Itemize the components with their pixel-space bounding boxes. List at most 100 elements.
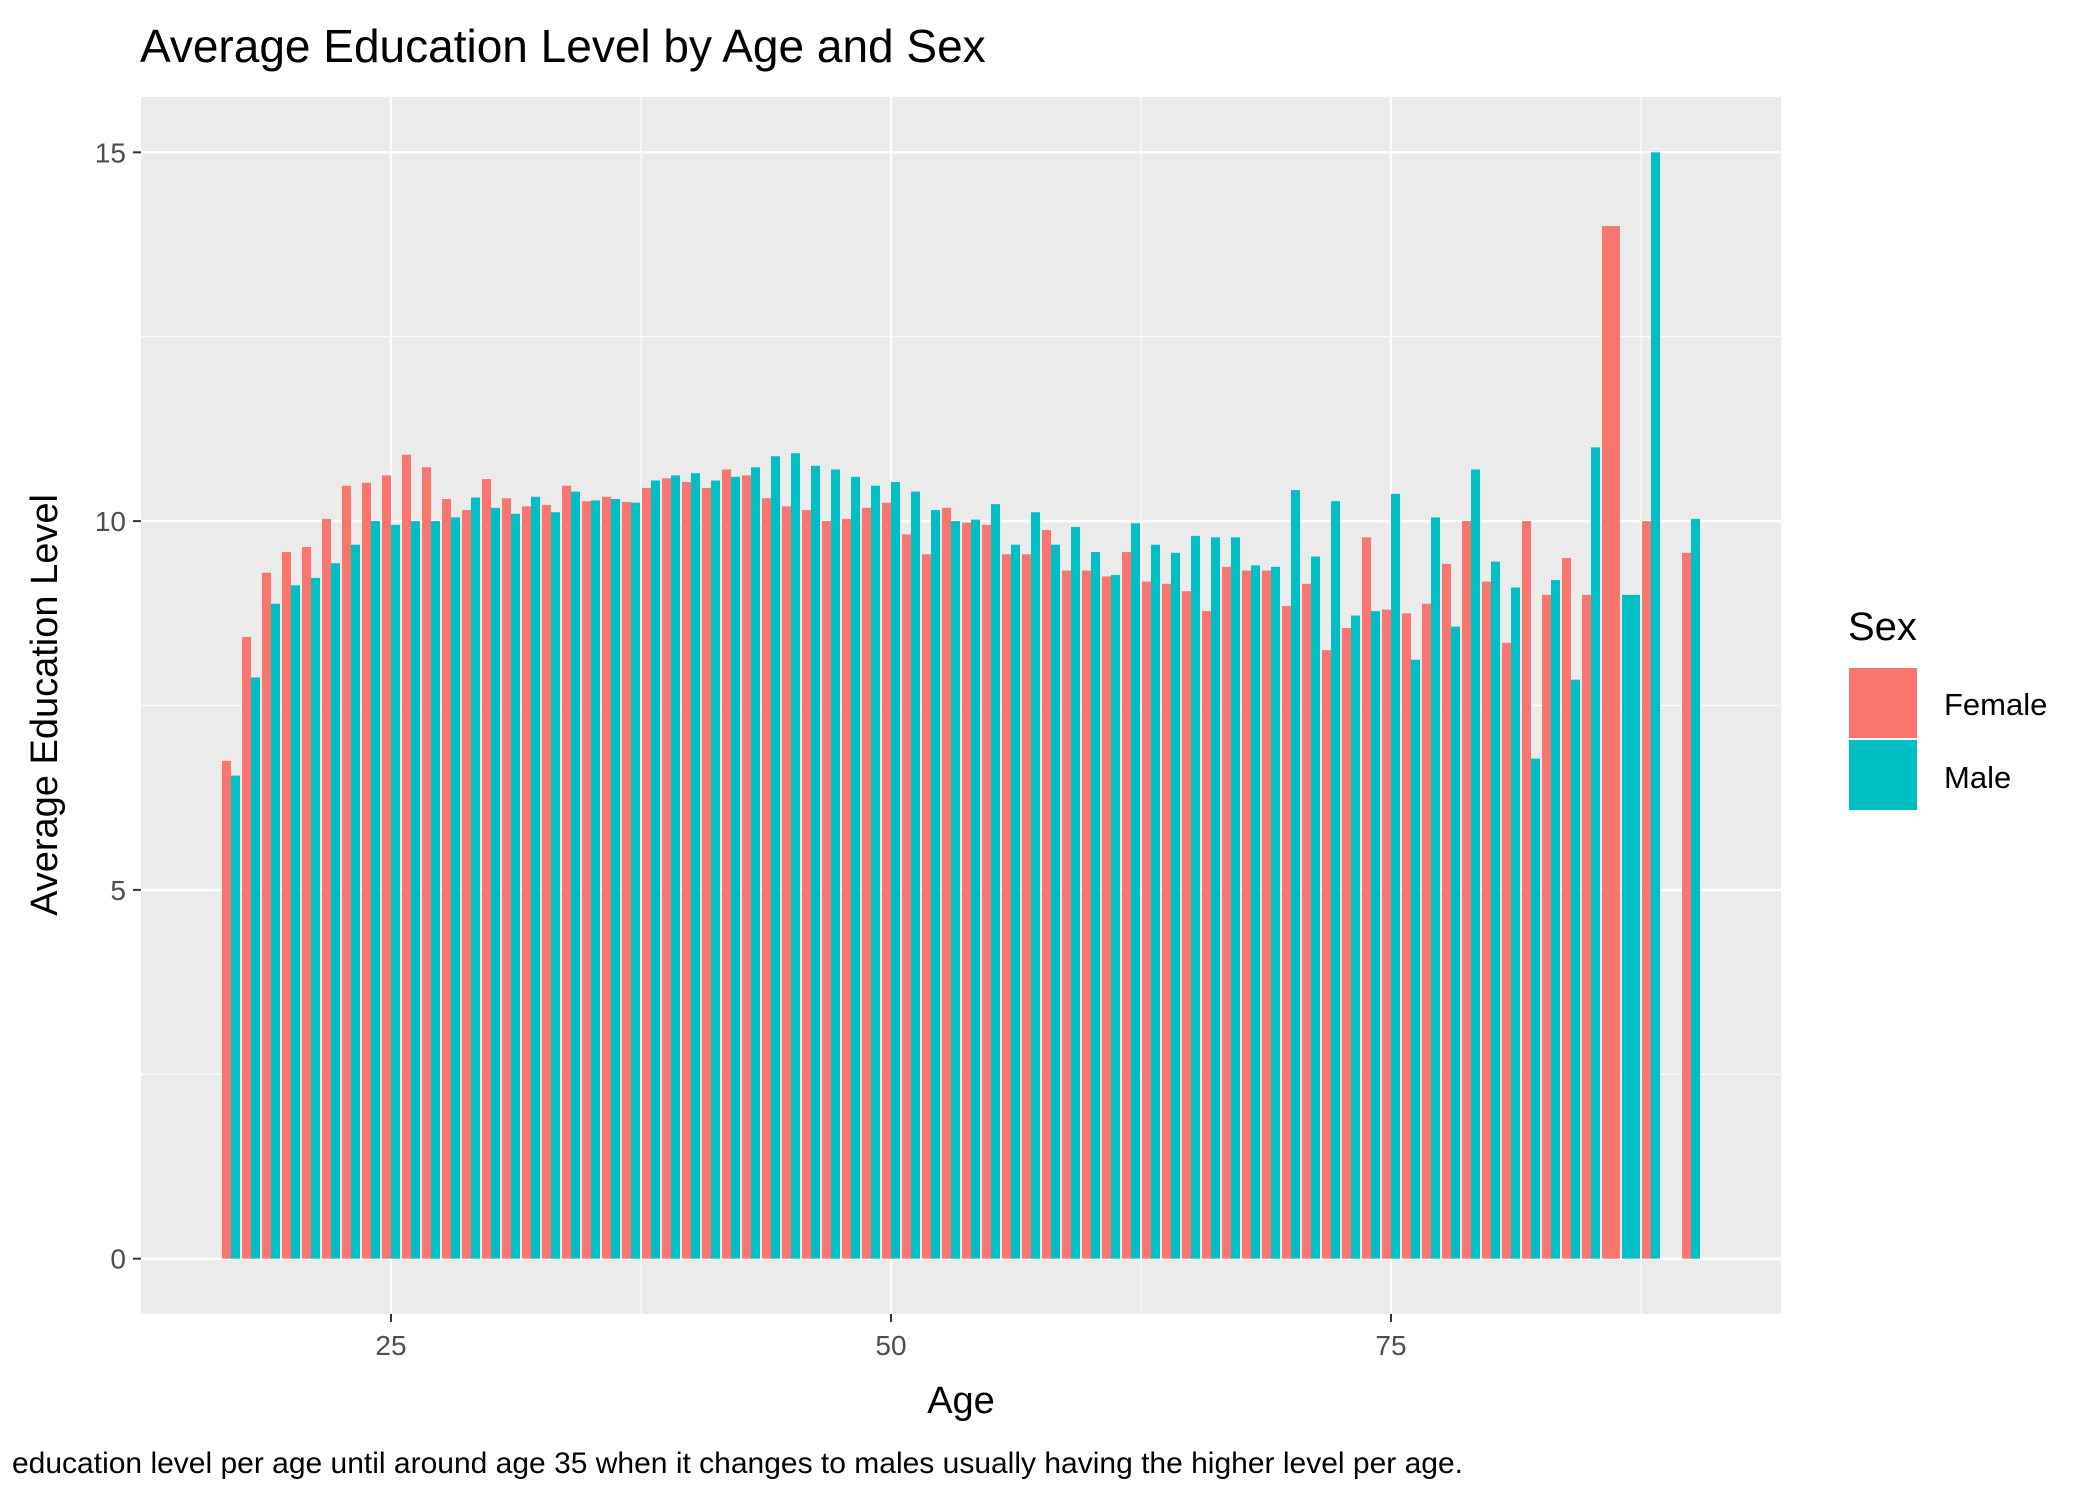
bar-male-age-87 [1622, 594, 1640, 1259]
bar-male-age-52 [931, 510, 940, 1259]
bar-male-age-35 [591, 500, 600, 1259]
bar-male-age-68 [1251, 565, 1260, 1259]
bar-female-age-78 [1442, 563, 1451, 1259]
bar-male-age-18 [251, 677, 260, 1259]
bar-female-age-47 [822, 521, 831, 1259]
bar-male-age-43 [751, 467, 760, 1259]
bar-male-age-66 [1211, 537, 1220, 1259]
bar-female-age-72 [1322, 650, 1331, 1259]
bar-female-age-66 [1202, 611, 1211, 1259]
bar-female-age-43 [742, 475, 751, 1259]
bar-female-age-84 [1562, 557, 1571, 1259]
bar-female-age-40 [682, 482, 691, 1259]
legend-title: Sex [1848, 605, 1917, 649]
bar-male-age-79 [1471, 469, 1480, 1259]
bar-female-age-19 [262, 572, 271, 1259]
bar-female-age-44 [762, 498, 771, 1259]
bar-male-age-39 [671, 475, 680, 1259]
bar-female-age-21 [302, 546, 311, 1259]
bar-male-age-72 [1331, 501, 1340, 1259]
bar-female-age-74 [1362, 537, 1371, 1259]
bar-male-age-53 [951, 521, 960, 1259]
bar-male-age-57 [1031, 512, 1040, 1259]
bar-male-age-27 [431, 521, 440, 1259]
bar-female-age-70 [1282, 605, 1291, 1259]
bar-female-age-60 [1082, 570, 1091, 1259]
legend-key-female [1849, 668, 1917, 738]
bar-female-age-32 [522, 506, 531, 1259]
bar-female-age-82 [1522, 521, 1531, 1259]
bar-female-age-38 [642, 487, 651, 1259]
bar-male-age-30 [491, 507, 500, 1259]
bar-male-age-71 [1311, 556, 1320, 1259]
bar-male-age-56 [1011, 544, 1020, 1259]
bar-female-age-25 [382, 475, 391, 1259]
bar-male-age-25 [391, 524, 400, 1259]
bar-male-age-23 [351, 544, 360, 1259]
bar-female-age-54 [962, 522, 971, 1259]
bar-female-age-63 [1142, 581, 1151, 1259]
bar-female-age-37 [622, 501, 631, 1259]
bar-female-age-17 [222, 760, 231, 1259]
bar-male-age-32 [531, 496, 540, 1259]
bar-female-age-29 [462, 510, 471, 1259]
bar-male-age-26 [411, 521, 420, 1259]
bar-male-age-45 [791, 453, 800, 1259]
bar-female-age-27 [422, 467, 431, 1259]
bar-female-age-23 [342, 485, 351, 1259]
bar-male-age-44 [771, 456, 780, 1259]
bar-female-age-67 [1222, 566, 1231, 1259]
bar-male-age-61 [1111, 574, 1120, 1259]
bar-female-age-58 [1042, 529, 1051, 1259]
bar-female-age-30 [482, 479, 491, 1259]
bar-male-age-63 [1151, 544, 1160, 1259]
bar-male-age-75 [1391, 493, 1400, 1259]
bar-male-age-73 [1351, 615, 1360, 1259]
bar-female-age-34 [562, 485, 571, 1259]
bar-female-age-76 [1402, 613, 1411, 1259]
bar-male-age-40 [691, 473, 700, 1259]
bar-female-age-20 [282, 552, 291, 1259]
bar-female-age-33 [542, 504, 551, 1259]
bar-male-age-76 [1411, 659, 1420, 1259]
bar-male-age-20 [291, 585, 300, 1259]
bar-male-age-41 [711, 480, 720, 1259]
bar-male-age-17 [231, 775, 240, 1259]
bar-male-age-88 [1651, 152, 1660, 1259]
bar-female-age-46 [802, 510, 811, 1259]
bar-female-age-52 [922, 554, 931, 1259]
bar-female-age-81 [1502, 642, 1511, 1259]
bar-male-age-21 [311, 577, 320, 1259]
bar-male-age-49 [871, 485, 880, 1259]
bar-male-age-58 [1051, 544, 1060, 1259]
y-tick-label: 0 [110, 1244, 126, 1275]
bar-female-age-31 [502, 498, 511, 1259]
x-axis-ticks: 25 50 75 [375, 1314, 1407, 1361]
bar-male-age-19 [271, 603, 280, 1259]
bar-female-age-88 [1642, 521, 1651, 1259]
bar-female-age-36 [602, 496, 611, 1259]
bar-male-age-38 [651, 480, 660, 1259]
bars [222, 152, 1700, 1259]
bar-female-age-86 [1602, 226, 1620, 1259]
bar-male-age-36 [611, 498, 620, 1259]
bar-male-age-28 [451, 517, 460, 1259]
bar-male-age-48 [851, 476, 860, 1259]
bar-female-age-24 [362, 482, 371, 1259]
bar-female-age-62 [1122, 552, 1131, 1259]
bar-female-age-48 [842, 518, 851, 1259]
bar-female-age-59 [1062, 570, 1071, 1259]
legend-key-male [1849, 740, 1917, 810]
legend-label-female: Female [1944, 687, 2047, 722]
bar-female-age-22 [322, 518, 331, 1259]
bar-female-age-55 [982, 524, 991, 1259]
bar-male-age-42 [731, 476, 740, 1259]
bar-female-age-57 [1022, 554, 1031, 1259]
chart-title: Average Education Level by Age and Sex [140, 20, 986, 72]
bar-male-age-83 [1551, 580, 1560, 1259]
bar-female-age-85 [1582, 594, 1591, 1259]
bar-female-age-42 [722, 469, 731, 1259]
x-tick-label: 75 [1375, 1330, 1406, 1361]
legend: Sex Female Male [1848, 605, 2047, 810]
bar-female-age-83 [1542, 594, 1551, 1259]
